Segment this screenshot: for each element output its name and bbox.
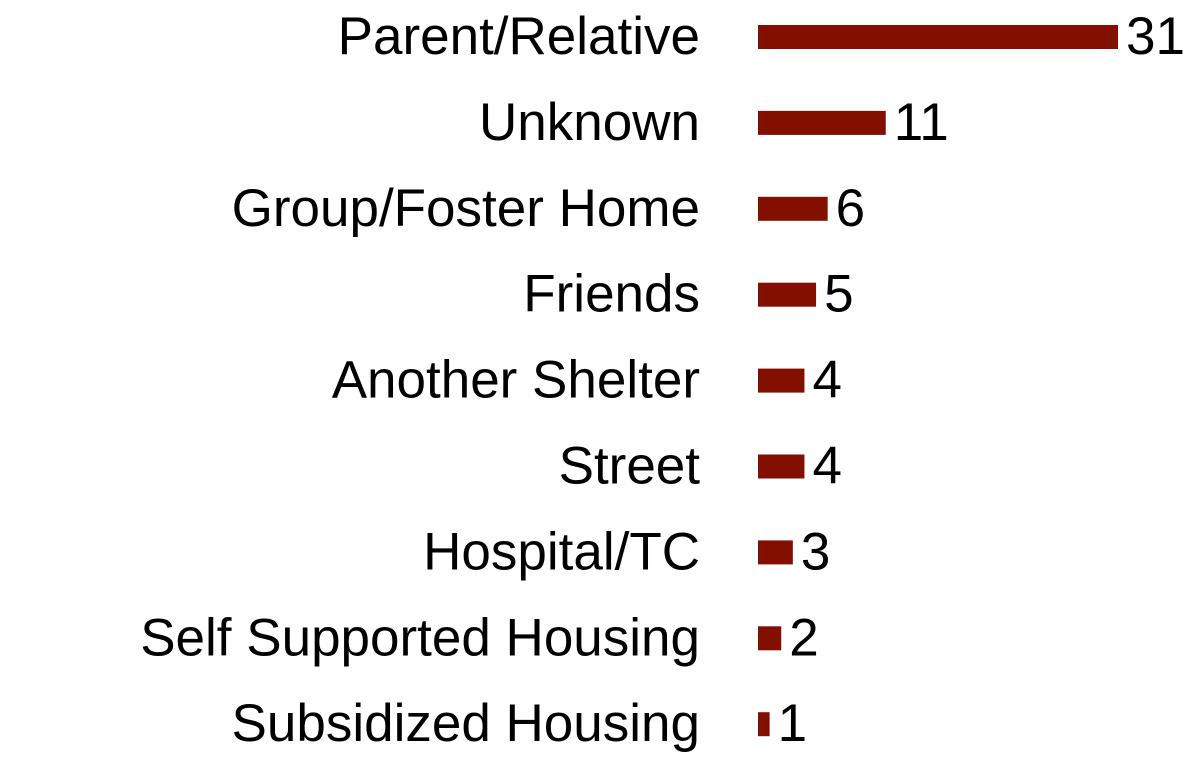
bar (758, 454, 805, 479)
value-label: 1 (778, 694, 807, 753)
value-label: 31 (1126, 7, 1185, 66)
category-label: Group/Foster Home (232, 179, 700, 238)
bar (758, 25, 1118, 49)
value-label: 4 (812, 437, 841, 496)
value-label: 4 (812, 351, 841, 410)
bar (758, 282, 817, 307)
value-label: 2 (789, 608, 818, 667)
category-label: Parent/Relative (338, 7, 700, 66)
category-label: Another Shelter (332, 351, 700, 410)
bar (758, 712, 770, 737)
category-label: Unknown (479, 93, 700, 152)
category-label: Hospital/TC (423, 522, 700, 581)
category-label: Subsidized Housing (232, 694, 700, 753)
bar (758, 110, 886, 135)
value-label: 6 (836, 179, 865, 238)
bar (758, 540, 793, 565)
value-label: 5 (824, 265, 853, 324)
value-label: 3 (801, 522, 830, 581)
bar (758, 626, 782, 651)
bar (758, 368, 805, 393)
bar (758, 196, 828, 221)
value-label: 11 (894, 93, 949, 152)
category-label: Self Supported Housing (140, 608, 700, 667)
category-label: Friends (523, 265, 700, 324)
category-label: Street (559, 437, 701, 496)
